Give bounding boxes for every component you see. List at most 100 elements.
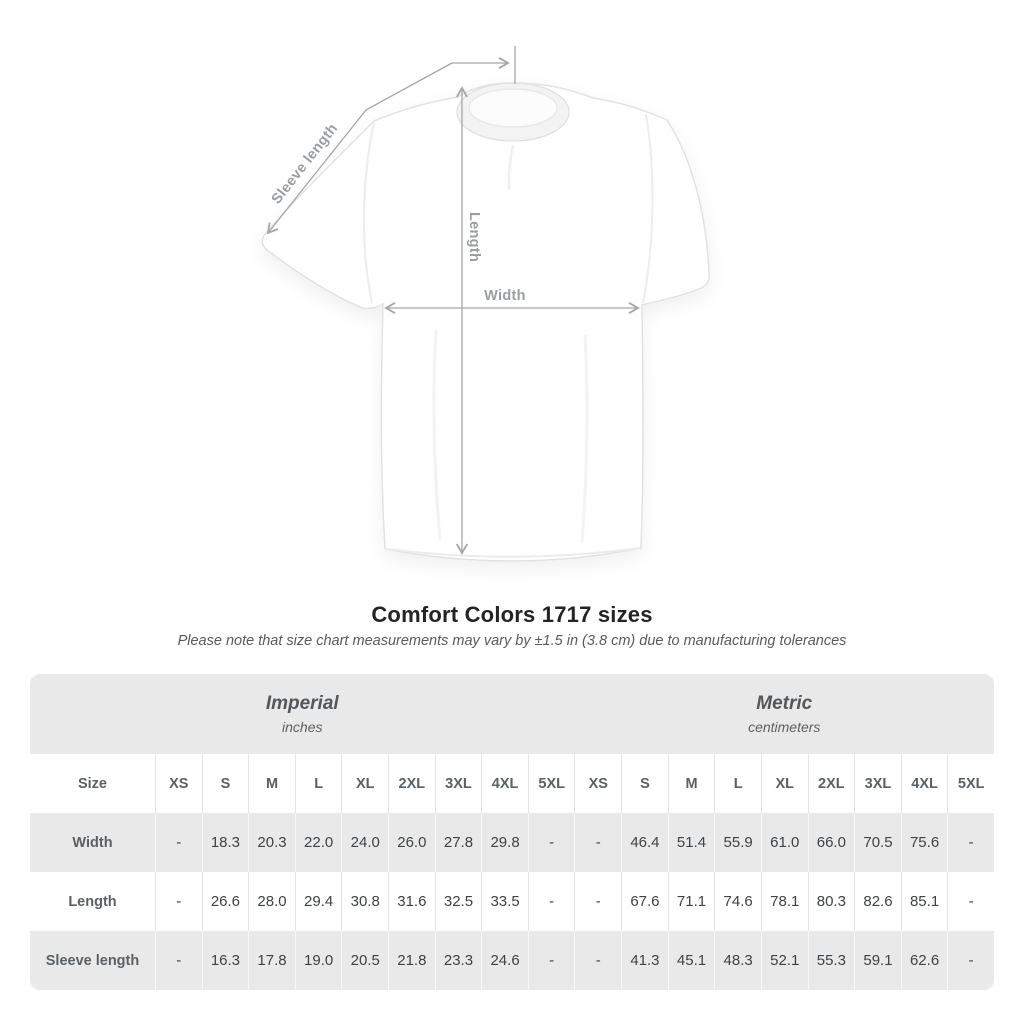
value-cell: - — [574, 872, 621, 931]
value-cell: 17.8 — [248, 931, 295, 990]
value-cell: - — [947, 872, 994, 931]
size-header-cell: M — [667, 754, 715, 813]
imperial-group-label: Imperial — [265, 693, 339, 714]
table-row-width: Width - 18.3 20.3 22.0 24.0 26.0 27.8 29… — [30, 813, 994, 872]
size-header-cell: 2XL — [388, 754, 435, 813]
value-cell: 22.0 — [294, 813, 342, 872]
size-header-cell: L — [714, 754, 761, 813]
value-cell: 70.5 — [854, 813, 901, 872]
size-header-row: Size XS S M L XL 2XL 3XL 4XL 5XL XS S M … — [30, 754, 994, 813]
size-header-cell: 3XL — [854, 754, 901, 813]
value-cell: 82.6 — [854, 872, 901, 931]
value-cell: - — [574, 931, 621, 990]
row-label: Sleeve length — [45, 952, 140, 969]
size-header-cell: 5XL — [527, 754, 575, 813]
size-header-cell: 3XL — [434, 754, 482, 813]
tolerance-note: Please note that size chart measurements… — [177, 633, 847, 649]
value-cell: 28.0 — [248, 872, 295, 931]
size-header-cell: XL — [760, 754, 808, 813]
value-cell: - — [527, 872, 575, 931]
tshirt-illustration — [261, 46, 710, 562]
corner-header-cell: Size — [77, 775, 107, 792]
value-cell: 55.9 — [714, 813, 761, 872]
value-cell: 52.1 — [760, 931, 808, 990]
size-header-cell: M — [248, 754, 295, 813]
value-cell: 18.3 — [201, 813, 249, 872]
value-cell: 26.6 — [201, 872, 249, 931]
value-cell: 21.8 — [388, 931, 435, 990]
shirt-measurement-diagram: Sleeve length Length Width — [261, 46, 710, 562]
metric-group-label: Metric — [756, 693, 813, 714]
size-header-cell: XS — [574, 754, 621, 813]
value-cell: 51.4 — [667, 813, 715, 872]
value-cell: - — [527, 813, 575, 872]
value-cell: 24.6 — [481, 931, 528, 990]
size-header-cell: 2XL — [807, 754, 855, 813]
row-label: Width — [72, 834, 113, 851]
value-cell: 30.8 — [341, 872, 388, 931]
table-row-length: Length - 26.6 28.0 29.4 30.8 31.6 32.5 3… — [30, 872, 994, 931]
value-cell: - — [947, 931, 994, 990]
size-header-cell: L — [294, 754, 342, 813]
value-cell: 20.5 — [341, 931, 388, 990]
value-cell: - — [527, 931, 575, 990]
imperial-group-header: Imperial inches — [30, 674, 575, 754]
value-cell: 41.3 — [621, 931, 668, 990]
value-cell: - — [155, 813, 202, 872]
value-cell: - — [947, 813, 994, 872]
value-cell: - — [155, 872, 202, 931]
tshirt-shape — [261, 82, 710, 562]
unit-groups-band: Imperial inches Metric centimeters — [30, 674, 994, 754]
value-cell: 55.3 — [807, 931, 855, 990]
value-cell: 67.6 — [621, 872, 668, 931]
value-cell: 31.6 — [388, 872, 435, 931]
value-cell: 74.6 — [714, 872, 761, 931]
value-cell: 29.4 — [294, 872, 342, 931]
value-cell: 19.0 — [294, 931, 342, 990]
value-cell: - — [155, 931, 202, 990]
size-chart-table: Imperial inches Metric centimeters Size … — [30, 674, 994, 990]
imperial-group-unit: inches — [282, 719, 323, 735]
row-label: Length — [68, 893, 117, 910]
value-cell: 27.8 — [434, 813, 482, 872]
metric-group-header: Metric centimeters — [575, 674, 995, 754]
measurement-lines — [266, 46, 640, 555]
size-header-cell: 5XL — [947, 754, 994, 813]
width-label: Width — [484, 288, 526, 304]
page-title: Comfort Colors 1717 sizes — [371, 602, 653, 627]
value-cell: 20.3 — [248, 813, 295, 872]
value-cell: 32.5 — [434, 872, 482, 931]
value-cell: 85.1 — [900, 872, 948, 931]
value-cell: 61.0 — [760, 813, 808, 872]
value-cell: 46.4 — [621, 813, 668, 872]
fabric-seams — [362, 113, 654, 558]
value-cell: 71.1 — [667, 872, 715, 931]
value-cell: 75.6 — [900, 813, 948, 872]
size-header-cell: XS — [155, 754, 202, 813]
value-cell: 62.6 — [900, 931, 948, 990]
value-cell: 66.0 — [807, 813, 855, 872]
value-cell: 48.3 — [714, 931, 761, 990]
size-header-cell: 4XL — [481, 754, 528, 813]
value-cell: 24.0 — [341, 813, 388, 872]
value-cell: 78.1 — [760, 872, 808, 931]
collar — [456, 82, 570, 142]
size-header-cell: S — [621, 754, 668, 813]
table-row-sleeve-length: Sleeve length - 16.3 17.8 19.0 20.5 21.8… — [30, 931, 994, 990]
value-cell: 80.3 — [807, 872, 855, 931]
value-cell: 45.1 — [667, 931, 715, 990]
value-cell: - — [574, 813, 621, 872]
size-header-cell: XL — [341, 754, 388, 813]
value-cell: 59.1 — [854, 931, 901, 990]
value-cell: 16.3 — [201, 931, 249, 990]
value-cell: 29.8 — [481, 813, 528, 872]
value-cell: 33.5 — [481, 872, 528, 931]
length-label: Length — [466, 212, 482, 263]
metric-group-unit: centimeters — [748, 719, 821, 735]
value-cell: 23.3 — [434, 931, 482, 990]
size-header-cell: S — [201, 754, 249, 813]
value-cell: 26.0 — [388, 813, 435, 872]
sleeve-measure-line — [266, 62, 453, 235]
size-header-cell: 4XL — [900, 754, 948, 813]
